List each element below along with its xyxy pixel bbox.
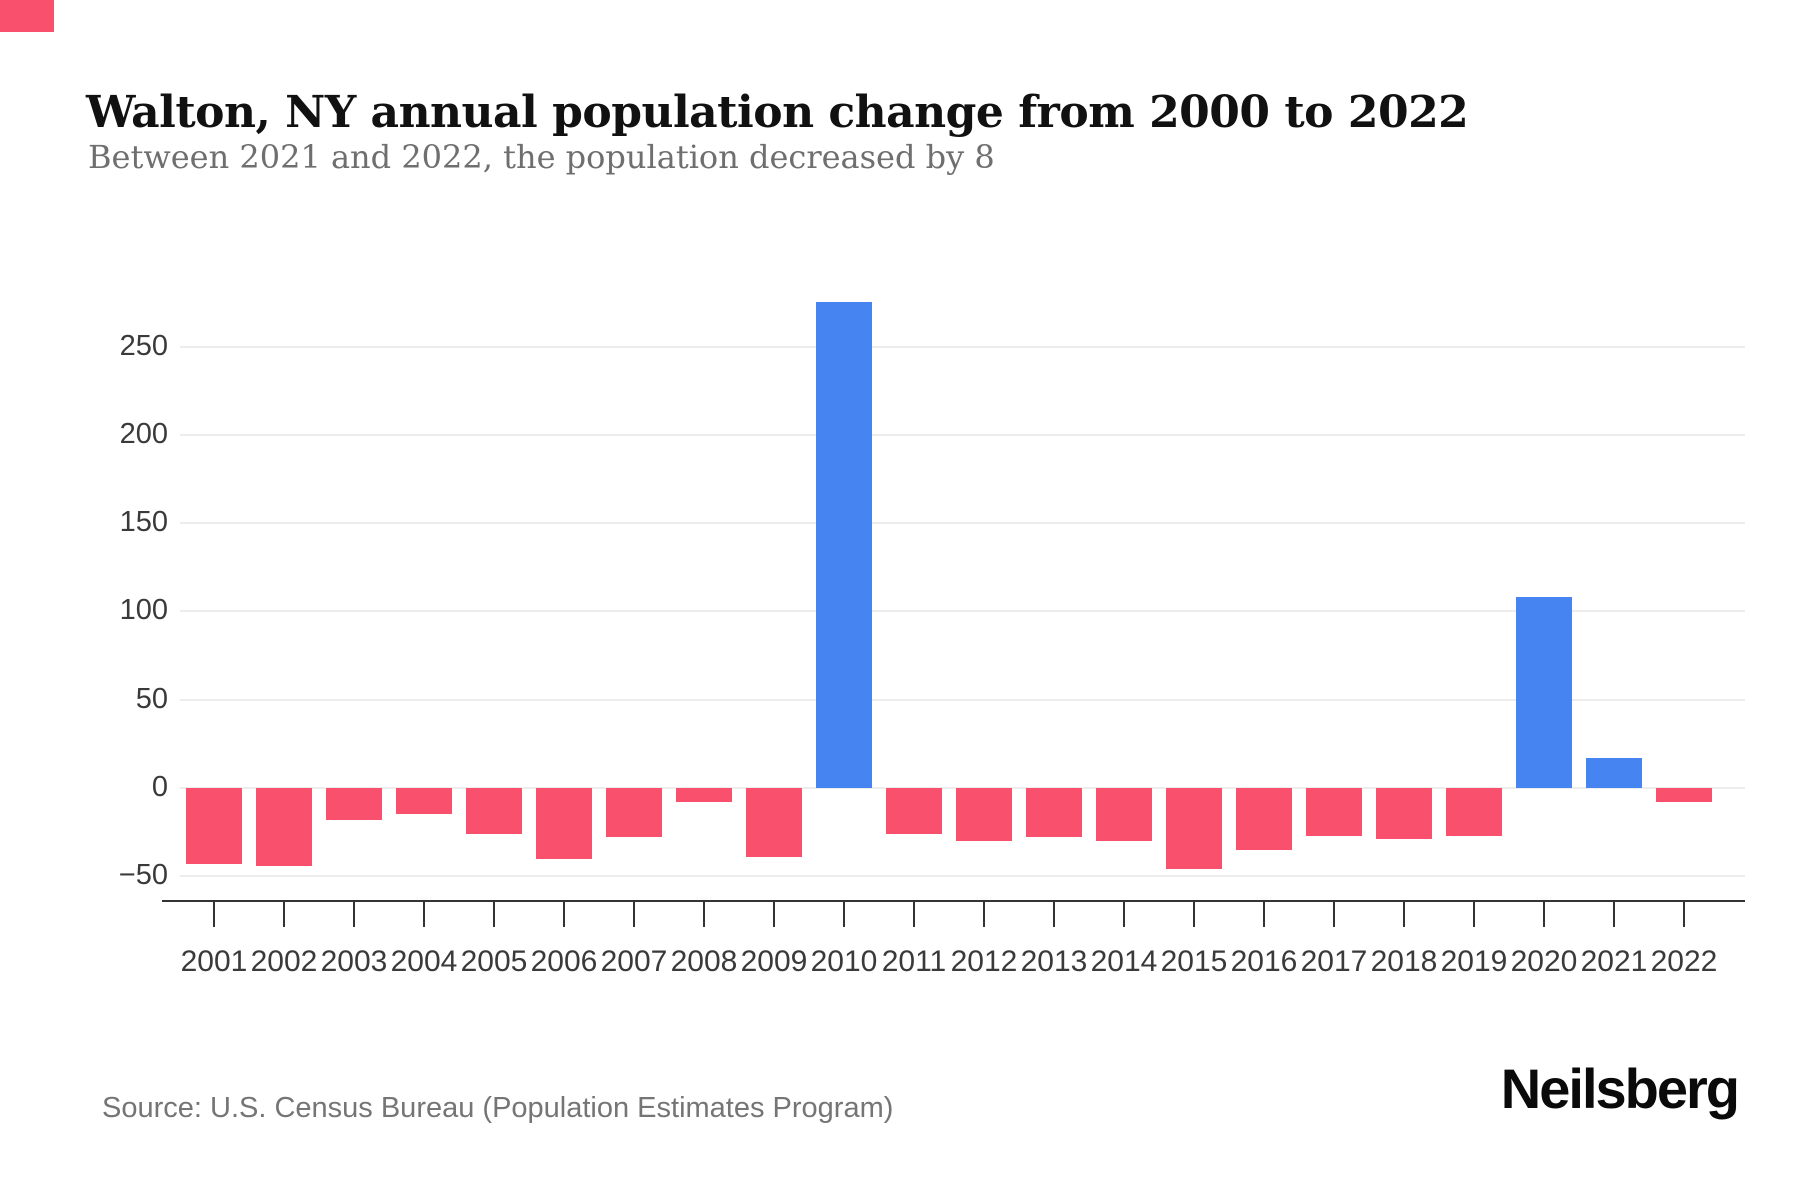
x-tick-2016: [1263, 902, 1265, 927]
x-axis-line: [162, 900, 1745, 902]
x-tick-2004: [423, 902, 425, 927]
x-axis-label-2005: 2005: [460, 945, 528, 978]
y-axis-label--50: −50: [118, 859, 168, 892]
bar-2015: [1166, 788, 1222, 870]
x-axis-label-2012: 2012: [950, 945, 1018, 978]
x-axis-label-2019: 2019: [1440, 945, 1508, 978]
x-axis-label-2001: 2001: [180, 945, 248, 978]
y-axis-label-250: 250: [119, 329, 168, 362]
x-axis-label-2002: 2002: [250, 945, 318, 978]
x-axis-label-2006: 2006: [530, 945, 598, 978]
x-tick-2015: [1193, 902, 1195, 927]
bar-2009: [746, 788, 802, 857]
source-note: Source: U.S. Census Bureau (Population E…: [102, 1092, 894, 1124]
gridline-250: [180, 345, 1745, 348]
x-axis-label-2015: 2015: [1160, 945, 1228, 978]
x-tick-2020: [1543, 902, 1545, 927]
bar-2017: [1306, 788, 1362, 836]
bar-2002: [256, 788, 312, 866]
y-axis-label-0: 0: [151, 771, 168, 803]
bar-2004: [396, 788, 452, 815]
y-axis-label-100: 100: [119, 594, 168, 627]
x-axis-label-2018: 2018: [1370, 945, 1438, 978]
y-axis-label-150: 150: [119, 506, 168, 539]
bar-2011: [886, 788, 942, 834]
x-axis-label-2008: 2008: [670, 945, 738, 978]
gridline-150: [180, 522, 1745, 525]
x-tick-2014: [1123, 902, 1125, 927]
x-tick-2010: [843, 902, 845, 927]
x-axis-label-2010: 2010: [810, 945, 878, 978]
bar-2003: [326, 788, 382, 820]
bar-2013: [1026, 788, 1082, 838]
x-axis-label-2011: 2011: [881, 945, 947, 978]
x-axis-label-2009: 2009: [740, 945, 808, 978]
bar-2010: [816, 302, 872, 788]
gridline-100: [180, 610, 1745, 613]
x-tick-2012: [983, 902, 985, 927]
x-axis-label-2021: 2021: [1580, 945, 1648, 978]
bar-2020: [1516, 597, 1572, 788]
x-tick-2022: [1683, 902, 1685, 927]
brand-logo: Neilsberg: [1500, 1057, 1740, 1120]
x-tick-2003: [353, 902, 355, 927]
x-tick-2018: [1403, 902, 1405, 927]
x-axis-label-2022: 2022: [1650, 945, 1718, 978]
y-axis-label-200: 200: [119, 417, 168, 450]
bar-2005: [466, 788, 522, 834]
x-tick-2005: [493, 902, 495, 927]
bar-2019: [1446, 788, 1502, 836]
x-tick-2013: [1053, 902, 1055, 927]
bar-2012: [956, 788, 1012, 841]
x-tick-2019: [1473, 902, 1475, 927]
bar-2006: [536, 788, 592, 859]
bar-2022: [1656, 788, 1712, 803]
x-axis-label-2007: 2007: [600, 945, 668, 978]
x-axis-label-2013: 2013: [1020, 945, 1088, 978]
bar-2007: [606, 788, 662, 838]
x-tick-2002: [283, 902, 285, 927]
bar-2008: [676, 788, 732, 803]
gridline-200: [180, 433, 1745, 436]
bar-2001: [186, 788, 242, 864]
chart-subtitle: Between 2021 and 2022, the population de…: [88, 138, 995, 176]
x-tick-2007: [633, 902, 635, 927]
x-tick-2006: [563, 902, 565, 927]
x-tick-2009: [773, 902, 775, 927]
x-axis-label-2003: 2003: [320, 945, 388, 978]
brand-accent-square: [0, 0, 54, 32]
x-tick-2008: [703, 902, 705, 927]
x-axis-label-2017: 2017: [1300, 945, 1368, 978]
bar-2014: [1096, 788, 1152, 841]
gridline--50: [180, 875, 1745, 878]
x-axis-label-2016: 2016: [1230, 945, 1298, 978]
bar-2018: [1376, 788, 1432, 840]
x-tick-2017: [1333, 902, 1335, 927]
y-axis-label-50: 50: [135, 682, 168, 715]
x-tick-2021: [1613, 902, 1615, 927]
x-axis-label-2014: 2014: [1090, 945, 1158, 978]
x-tick-2011: [913, 902, 915, 927]
x-axis-label-2004: 2004: [390, 945, 458, 978]
x-axis-label-2020: 2020: [1510, 945, 1578, 978]
chart-title: Walton, NY annual population change from…: [86, 87, 1469, 139]
bar-2021: [1586, 757, 1642, 788]
gridline-50: [180, 698, 1745, 701]
bar-2016: [1236, 788, 1292, 850]
x-tick-2001: [213, 902, 215, 927]
